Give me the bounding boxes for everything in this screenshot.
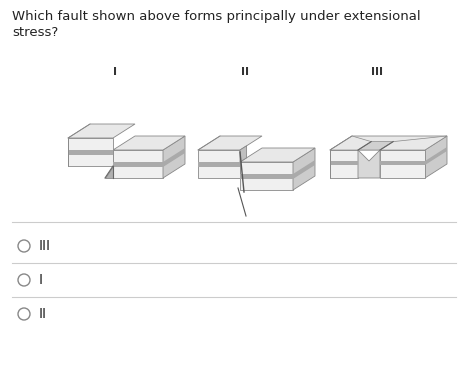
Polygon shape <box>240 174 293 179</box>
Polygon shape <box>330 150 358 178</box>
Polygon shape <box>293 148 315 190</box>
Polygon shape <box>330 161 358 165</box>
Polygon shape <box>380 150 425 178</box>
Polygon shape <box>68 150 113 155</box>
Polygon shape <box>330 136 447 150</box>
Polygon shape <box>198 162 240 167</box>
Polygon shape <box>163 148 185 167</box>
Polygon shape <box>358 150 380 178</box>
Polygon shape <box>240 162 293 190</box>
Polygon shape <box>358 142 393 150</box>
Polygon shape <box>198 136 262 150</box>
Polygon shape <box>240 146 247 162</box>
Polygon shape <box>293 160 315 179</box>
Text: I: I <box>113 67 117 77</box>
Text: Which fault shown above forms principally under extensional: Which fault shown above forms principall… <box>12 10 421 23</box>
Polygon shape <box>330 136 371 150</box>
Polygon shape <box>425 136 447 178</box>
Polygon shape <box>380 136 447 150</box>
Text: I: I <box>39 273 43 287</box>
Circle shape <box>18 308 30 320</box>
Text: II: II <box>39 307 47 321</box>
Circle shape <box>18 240 30 252</box>
Text: II: II <box>241 67 249 77</box>
Polygon shape <box>113 162 163 167</box>
Polygon shape <box>380 161 425 165</box>
Text: III: III <box>371 67 383 77</box>
Polygon shape <box>163 136 185 178</box>
Polygon shape <box>105 166 113 178</box>
Polygon shape <box>240 148 315 162</box>
Polygon shape <box>425 147 447 165</box>
Text: stress?: stress? <box>12 26 58 39</box>
Polygon shape <box>198 150 240 178</box>
Polygon shape <box>68 138 113 166</box>
Polygon shape <box>113 150 163 178</box>
Circle shape <box>18 274 30 286</box>
Polygon shape <box>113 136 185 150</box>
Polygon shape <box>68 124 135 138</box>
Text: III: III <box>39 239 51 253</box>
